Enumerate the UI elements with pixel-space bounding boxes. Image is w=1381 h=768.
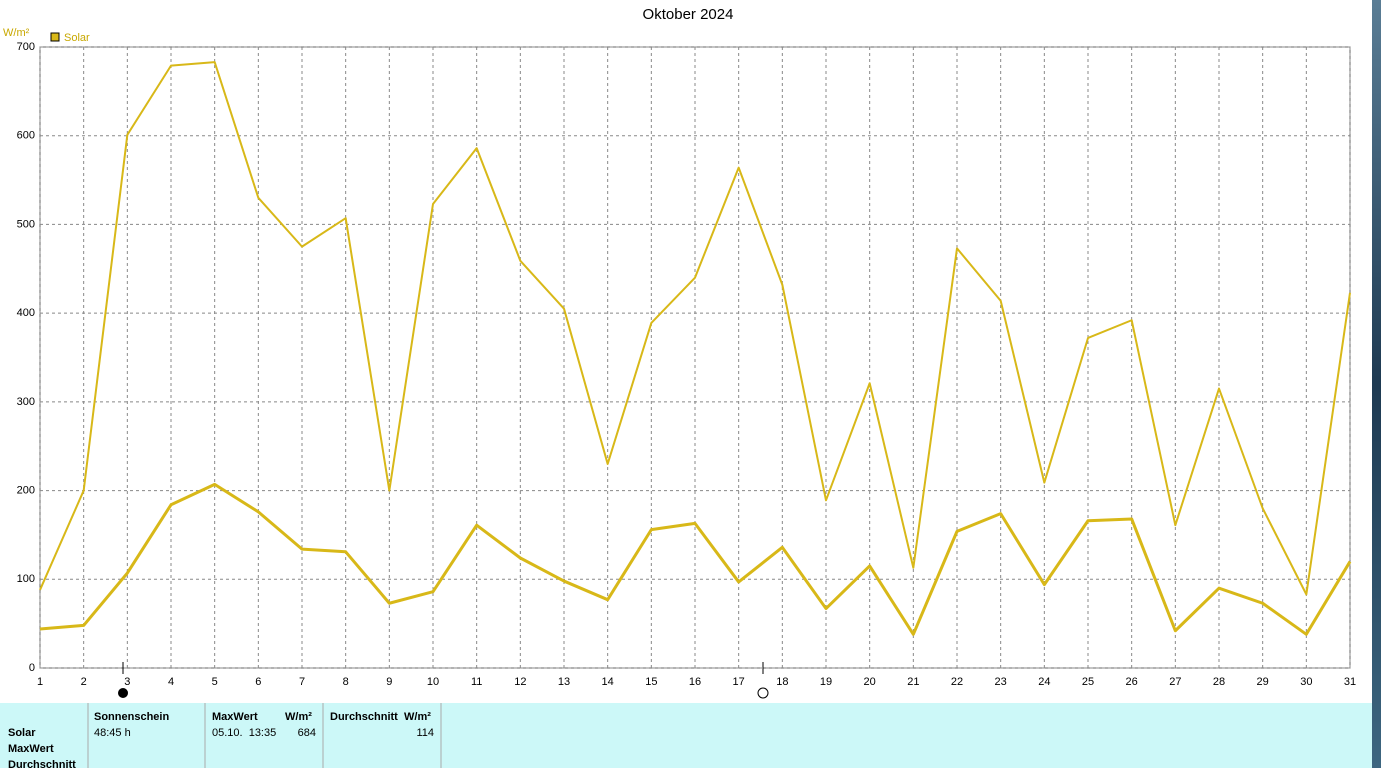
x-tick-label: 28 <box>1213 676 1225 688</box>
x-tick-label: 10 <box>427 676 439 688</box>
y-tick-label: 600 <box>17 130 35 142</box>
y-tick-label: 300 <box>17 396 35 408</box>
x-tick-label: 2 <box>81 676 87 688</box>
x-tick-label: 21 <box>907 676 919 688</box>
x-tick-label: 8 <box>343 676 349 688</box>
x-tick-label: 4 <box>168 676 174 688</box>
data-line <box>39 482 1352 636</box>
x-tick-label: 9 <box>386 676 392 688</box>
summary-panel <box>0 703 1372 768</box>
table-header: W/m² <box>404 711 431 723</box>
y-tick-label: 400 <box>17 307 35 319</box>
table-cell: 684 <box>298 727 316 739</box>
legend-label: Solar <box>64 32 90 44</box>
x-tick-label: 26 <box>1126 676 1138 688</box>
x-tick-label: 1 <box>37 676 43 688</box>
table-header: MaxWert <box>212 711 258 723</box>
table-cell: 48:45 h <box>94 727 131 739</box>
x-tick-label: 15 <box>645 676 657 688</box>
legend-swatch <box>50 32 60 42</box>
x-tick-label: 20 <box>864 676 876 688</box>
row-label: MaxWert <box>8 743 54 755</box>
x-tick-label: 29 <box>1257 676 1269 688</box>
y-tick-label: 500 <box>17 218 35 230</box>
x-tick-label: 30 <box>1300 676 1312 688</box>
table-header: Durchschnitt <box>330 711 398 723</box>
table-header: Sonnenschein <box>94 711 169 723</box>
x-tick-label: 17 <box>733 676 745 688</box>
data-line <box>39 61 1351 596</box>
background-strip <box>1372 0 1381 768</box>
x-tick-label: 31 <box>1344 676 1356 688</box>
table-cell: 114 <box>416 727 434 739</box>
x-tick-label: 6 <box>255 676 261 688</box>
row-label: Durchschnitt <box>8 759 76 768</box>
table-header: W/m² <box>285 711 312 723</box>
x-tick-label: 25 <box>1082 676 1094 688</box>
x-tick-label: 7 <box>299 676 305 688</box>
y-tick-label: 700 <box>17 41 35 53</box>
y-tick-label: 0 <box>29 662 35 674</box>
full-moon-icon <box>757 687 769 699</box>
x-tick-label: 27 <box>1169 676 1181 688</box>
x-tick-label: 11 <box>471 676 482 688</box>
x-tick-label: 13 <box>558 676 570 688</box>
x-tick-label: 5 <box>212 676 218 688</box>
x-tick-label: 16 <box>689 676 701 688</box>
x-tick-label: 19 <box>820 676 832 688</box>
chart-title: Oktober 2024 <box>643 6 734 23</box>
y-axis-label: W/m² <box>3 27 30 39</box>
y-tick-label: 200 <box>17 484 35 496</box>
x-tick-label: 3 <box>124 676 130 688</box>
x-tick-label: 12 <box>514 676 526 688</box>
x-tick-label: 22 <box>951 676 963 688</box>
row-label: Solar <box>8 727 36 739</box>
y-tick-label: 100 <box>17 573 35 585</box>
new-moon-icon <box>118 688 128 698</box>
x-tick-label: 23 <box>995 676 1007 688</box>
x-tick-label: 24 <box>1038 676 1050 688</box>
x-tick-label: 14 <box>602 676 614 688</box>
x-tick-label: 18 <box>776 676 788 688</box>
panel-separators <box>87 703 442 768</box>
table-cell: 05.10. 13:35 <box>212 727 276 739</box>
